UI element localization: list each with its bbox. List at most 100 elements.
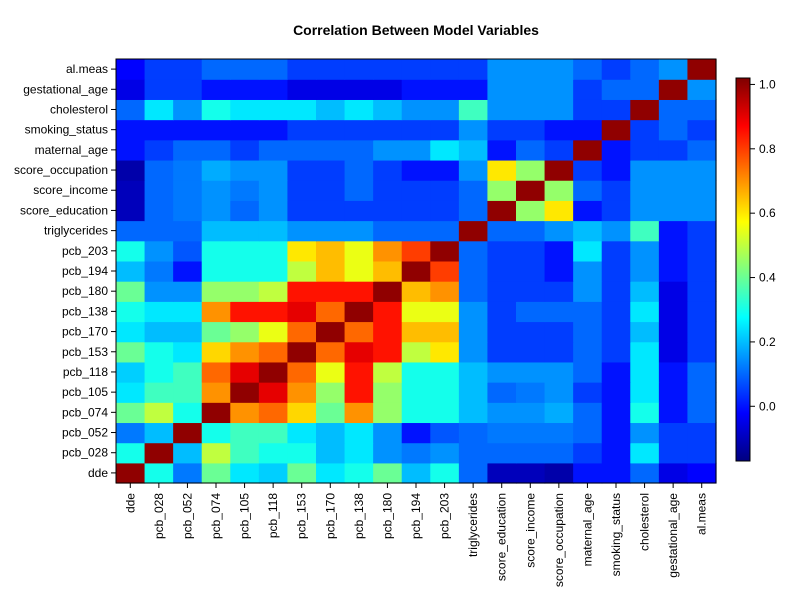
heatmap-cell-pcb_203-maternal_age (573, 240, 603, 262)
heatmap-cell-score_occupation-al.meas (687, 159, 717, 181)
heatmap-cell-pcb_194-pcb_203 (430, 260, 460, 282)
heatmap-cell-cholesterol-pcb_194 (401, 99, 431, 121)
heatmap-cell-pcb_203-pcb_180 (373, 240, 403, 262)
heatmap-cell-pcb_105-gestational_age (658, 382, 689, 403)
heatmap-cell-pcb_118-pcb_105 (230, 361, 260, 383)
heatmap-cell-pcb_105-dde (116, 382, 146, 403)
heatmap-cell-cholesterol-pcb_170 (316, 99, 346, 121)
colorbar-tick-label: 1.0 (759, 77, 776, 91)
heatmap-cell-pcb_118-pcb_180 (373, 361, 403, 383)
heatmap-cell-pcb_105-pcb_105 (230, 382, 260, 403)
heatmap-cell-score_income-score_occupation (544, 180, 574, 201)
heatmap-cell-score_education-dde (116, 200, 146, 222)
heatmap-cell-gestational_age-pcb_118 (258, 79, 289, 100)
heatmap-cell-score_occupation-score_education (487, 159, 517, 181)
heatmap-cell-pcb_194-pcb_105 (230, 260, 260, 282)
heatmap-cell-triglycerides-pcb_118 (258, 220, 289, 242)
heatmap-cell-score_occupation-pcb_105 (230, 159, 260, 181)
heatmap-cell-al.meas-pcb_170 (316, 59, 346, 80)
heatmap-cell-dde-gestational_age (658, 462, 689, 484)
heatmap-cell-pcb_118-score_education (487, 361, 517, 383)
heatmap-cell-pcb_028-al.meas (687, 442, 717, 464)
heatmap-cell-dde-pcb_074 (201, 462, 231, 484)
heatmap-cell-al.meas-smoking_status (601, 59, 631, 80)
heatmap-cell-pcb_203-pcb_028 (144, 240, 174, 262)
heatmap-cell-al.meas-score_education (487, 59, 517, 80)
heatmap-cell-score_income-score_income (516, 180, 546, 201)
heatmap-cell-pcb_118-smoking_status (601, 361, 631, 383)
y-tick-label: pcb_153 (62, 345, 108, 359)
heatmap-cell-pcb_118-triglycerides (458, 361, 489, 383)
colorbar-tick-label: 0.8 (759, 142, 776, 156)
heatmap-cell-pcb_170-pcb_153 (287, 321, 317, 343)
heatmap-cell-dde-pcb_194 (401, 462, 431, 484)
heatmap-cell-pcb_180-score_education (487, 281, 517, 302)
heatmap-cell-gestational_age-pcb_153 (287, 79, 317, 100)
heatmap-cell-cholesterol-pcb_118 (258, 99, 289, 121)
heatmap-cell-pcb_074-pcb_105 (230, 402, 260, 424)
heatmap-cell-score_occupation-gestational_age (658, 159, 689, 181)
heatmap-cell-dde-score_occupation (544, 462, 574, 484)
heatmap-cell-smoking_status-score_income (516, 119, 546, 141)
heatmap-cell-smoking_status-gestational_age (658, 119, 689, 141)
heatmap-cell-pcb_203-pcb_203 (430, 240, 460, 262)
y-axis-labels: dde pcb_028 pcb_052 pcb_074 pcb_105 pcb_118 pc… (14, 62, 116, 480)
heatmap-cell-al.meas-maternal_age (573, 59, 603, 80)
heatmap-cell-pcb_138-pcb_105 (230, 301, 260, 323)
heatmap-cell-dde-triglycerides (458, 462, 489, 484)
heatmap-cell-pcb_028-pcb_153 (287, 442, 317, 464)
y-tick-label: pcb_074 (62, 405, 108, 419)
heatmap-cell-pcb_194-pcb_028 (144, 260, 174, 282)
x-tick-label: pcb_052 (180, 493, 194, 539)
heatmap-cell-smoking_status-pcb_105 (230, 119, 260, 141)
heatmap-cell-score_education-pcb_194 (401, 200, 431, 222)
heatmap-cell-pcb_052-cholesterol (630, 422, 660, 444)
heatmap-cell-pcb_138-triglycerides (458, 301, 489, 323)
x-tick-label: maternal_age (580, 493, 594, 567)
heatmap-cell-pcb_028-score_education (487, 442, 517, 464)
heatmap-cell-gestational_age-maternal_age (573, 79, 603, 100)
heatmap-cell-pcb_203-pcb_105 (230, 240, 260, 262)
heatmap-cell-maternal_age-score_education (487, 139, 517, 161)
y-tick-label: pcb_203 (62, 244, 108, 258)
heatmap-cell-pcb_105-pcb_118 (258, 382, 289, 403)
heatmap-cell-maternal_age-pcb_180 (373, 139, 403, 161)
heatmap-cell-pcb_028-score_income (516, 442, 546, 464)
heatmap-cell-maternal_age-pcb_052 (173, 139, 203, 161)
heatmap-cell-pcb_105-smoking_status (601, 382, 631, 403)
heatmap-cell-pcb_170-pcb_138 (344, 321, 374, 343)
heatmap-cell-triglycerides-pcb_074 (201, 220, 231, 242)
heatmap-cell-pcb_052-pcb_180 (373, 422, 403, 444)
heatmap-cell-score_occupation-score_occupation (544, 159, 574, 181)
heatmap-cell-pcb_028-pcb_052 (173, 442, 203, 464)
heatmap-cell-pcb_138-score_occupation (544, 301, 574, 323)
heatmap-cell-maternal_age-smoking_status (601, 139, 631, 161)
y-tick-label: pcb_170 (62, 325, 108, 339)
heatmap-cell-triglycerides-pcb_203 (430, 220, 460, 242)
heatmap-cell-pcb_153-pcb_138 (344, 341, 374, 363)
heatmap-cell-pcb_074-pcb_074 (201, 402, 231, 424)
heatmap-cell-gestational_age-pcb_028 (144, 79, 174, 100)
heatmap-cell-score_education-pcb_153 (287, 200, 317, 222)
x-tick-label: pcb_074 (209, 493, 223, 539)
heatmap-cell-cholesterol-pcb_105 (230, 99, 260, 121)
heatmap-cell-smoking_status-pcb_138 (344, 119, 374, 141)
heatmap-cell-gestational_age-score_education (487, 79, 517, 100)
heatmap-cell-pcb_153-pcb_118 (258, 341, 289, 363)
heatmap-cell-pcb_153-pcb_105 (230, 341, 260, 363)
heatmap-cell-smoking_status-pcb_028 (144, 119, 174, 141)
heatmap-cell-pcb_138-pcb_194 (401, 301, 431, 323)
heatmap-cell-pcb_105-pcb_170 (316, 382, 346, 403)
x-tick-label: pcb_153 (295, 493, 309, 539)
heatmap-cell-pcb_105-pcb_138 (344, 382, 374, 403)
heatmap-cell-pcb_180-maternal_age (573, 281, 603, 302)
heatmap-cell-pcb_180-pcb_180 (373, 281, 403, 302)
heatmap-cell-pcb_074-score_occupation (544, 402, 574, 424)
heatmap-cell-pcb_170-pcb_170 (316, 321, 346, 343)
heatmap-cell-al.meas-triglycerides (458, 59, 489, 80)
heatmap-cell-triglycerides-maternal_age (573, 220, 603, 242)
heatmap-cell-maternal_age-pcb_105 (230, 139, 260, 161)
heatmap-cell-pcb_203-pcb_153 (287, 240, 317, 262)
heatmap-cell-pcb_180-pcb_074 (201, 281, 231, 302)
